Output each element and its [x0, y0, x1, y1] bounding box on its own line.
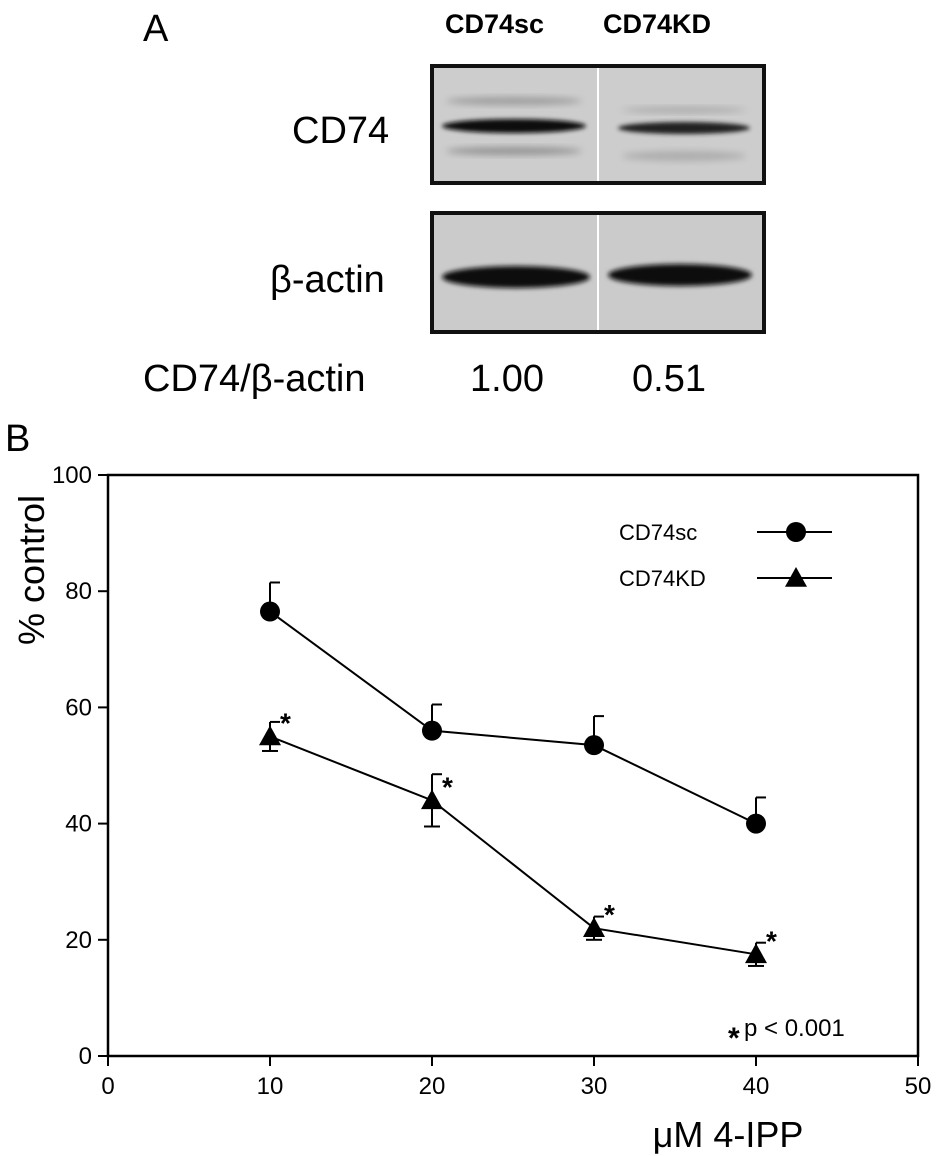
- y-tick-label: 20: [65, 927, 92, 954]
- data-point-cd74kd: [259, 725, 281, 746]
- panel-b-letter: B: [5, 418, 31, 460]
- data-point-cd74sc: [584, 735, 604, 756]
- data-point-cd74kd: [745, 943, 767, 964]
- significance-marker: *: [442, 771, 453, 802]
- x-tick-label: 20: [419, 1073, 446, 1100]
- plot-frame: [106, 473, 920, 1058]
- legend-label: CD74KD: [619, 566, 706, 591]
- data-point-cd74sc: [422, 720, 442, 741]
- ratio-value-cd74kd: 0.51: [632, 358, 706, 400]
- series-line-cd74kd: [269, 735, 757, 956]
- y-tick-label: 100: [52, 462, 92, 489]
- x-tick-label: 0: [101, 1073, 114, 1100]
- x-axis-label: μM 4-IPP: [653, 1114, 804, 1155]
- beta-actin-blot-image: [430, 211, 766, 334]
- significance-star: *: [728, 1022, 740, 1055]
- x-tick-label: 10: [257, 1073, 284, 1100]
- y-axis-label: % control: [11, 495, 52, 645]
- y-tick-label: 40: [65, 811, 92, 838]
- cd74-blot-image: [430, 64, 766, 185]
- ratio-value-cd74sc: 1.00: [470, 358, 544, 400]
- data-point-cd74kd: [421, 789, 443, 810]
- legend-marker: [786, 522, 806, 542]
- x-tick-label: 50: [905, 1073, 932, 1100]
- ratio-label: CD74/β-actin: [143, 358, 366, 400]
- lane-label-cd74kd: CD74KD: [603, 9, 712, 39]
- legend-label: CD74sc: [619, 520, 697, 545]
- y-tick-label: 60: [65, 694, 92, 721]
- x-tick-label: 30: [581, 1073, 608, 1100]
- blot-row-label-beta-actin: β-actin: [270, 259, 385, 301]
- data-point-cd74kd: [583, 917, 605, 937]
- significance-marker: *: [604, 899, 615, 930]
- lane-label-cd74sc: CD74sc: [445, 9, 545, 39]
- significance-note: p < 0.001: [744, 1015, 845, 1042]
- significance-marker: *: [766, 925, 777, 956]
- y-tick-label: 0: [79, 1043, 92, 1070]
- data-point-cd74sc: [260, 601, 280, 622]
- legend-item-cd74sc: CD74sc: [619, 520, 832, 545]
- significance-marker: *: [280, 707, 291, 738]
- legend-marker: [785, 567, 807, 587]
- x-tick-label: 40: [743, 1073, 770, 1100]
- legend-item-cd74kd: CD74KD: [619, 566, 832, 591]
- series-line-cd74sc: [269, 610, 757, 825]
- panel-a-letter: A: [143, 8, 169, 50]
- y-tick-label: 80: [65, 578, 92, 605]
- data-point-cd74sc: [746, 813, 766, 834]
- blot-row-label-cd74: CD74: [292, 110, 390, 152]
